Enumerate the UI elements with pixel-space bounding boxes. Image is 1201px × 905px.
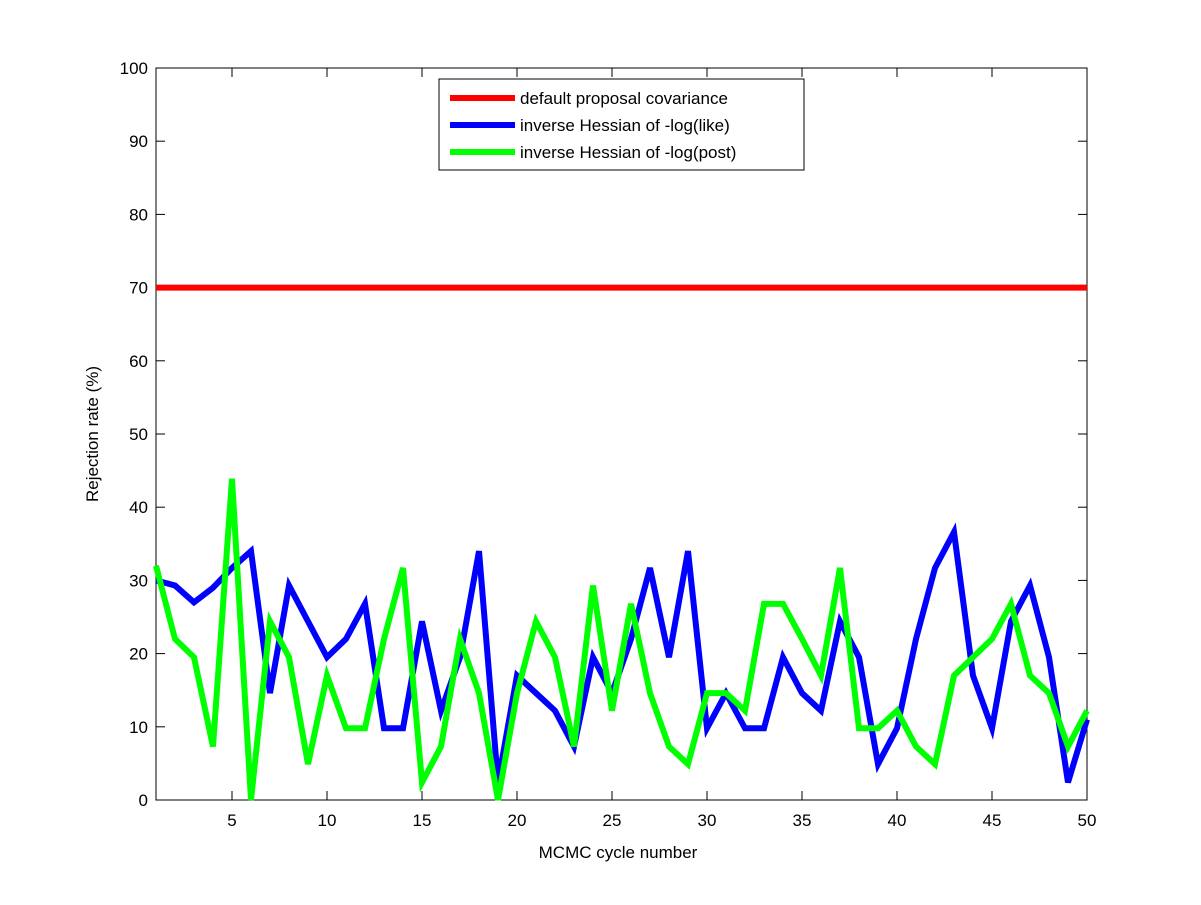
y-tick-label: 20 (129, 645, 148, 664)
y-tick-label: 40 (129, 498, 148, 517)
plot-area (155, 67, 1088, 801)
y-axis-label: Rejection rate (%) (83, 366, 102, 502)
legend-label: inverse Hessian of -log(like) (520, 116, 730, 135)
x-tick-label: 50 (1078, 811, 1097, 830)
y-tick-label: 10 (129, 718, 148, 737)
x-tick-label: 10 (318, 811, 337, 830)
x-tick-label: 25 (603, 811, 622, 830)
y-tick-label: 30 (129, 571, 148, 590)
y-tick-label: 70 (129, 279, 148, 298)
y-tick-label: 60 (129, 352, 148, 371)
y-tick-label: 50 (129, 425, 148, 444)
x-axis-label: MCMC cycle number (539, 843, 698, 862)
x-tick-label: 45 (983, 811, 1002, 830)
legend-label: default proposal covariance (520, 89, 728, 108)
series-line-2 (153, 478, 1090, 801)
y-tick-label: 0 (139, 791, 148, 810)
y-tick-label: 100 (120, 59, 148, 78)
legend-label: inverse Hessian of -log(post) (520, 143, 736, 162)
x-tick-label: 40 (888, 811, 907, 830)
x-tick-label: 15 (413, 811, 432, 830)
y-tick-label: 80 (129, 205, 148, 224)
x-tick-label: 30 (698, 811, 717, 830)
x-tick-label: 35 (793, 811, 812, 830)
x-tick-label: 20 (508, 811, 527, 830)
y-tick-label: 90 (129, 132, 148, 151)
x-tick-label: 5 (227, 811, 236, 830)
legend: default proposal covariance inverse Hessi… (438, 78, 805, 171)
